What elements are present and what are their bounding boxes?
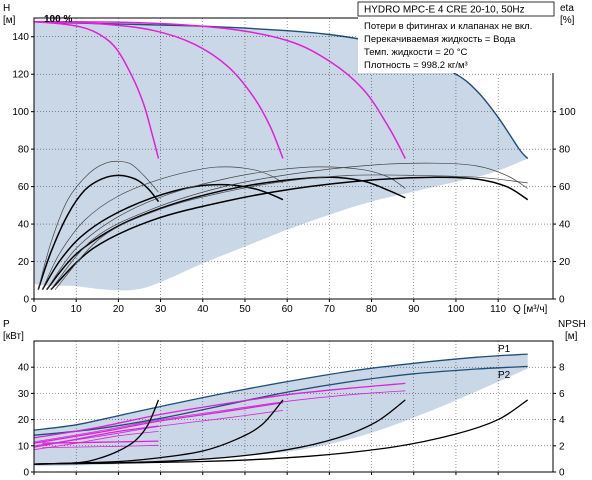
- eta-curve-9: [50, 176, 529, 291]
- y2-tick-label: 2: [559, 441, 565, 452]
- power-envelope-area: [34, 354, 528, 467]
- x-tick-label: 60: [282, 304, 294, 315]
- x-tick-label: 10: [71, 304, 83, 315]
- title-box-text: HYDRO MPC-E 4 CRE 20-10, 50Hz: [364, 5, 525, 16]
- x-tick-label: 110: [490, 304, 506, 315]
- title-box: [357, 1, 555, 17]
- y2-tick-label: 0: [559, 468, 565, 479]
- p2-series-label: P2: [498, 370, 511, 381]
- power-curve-9: [42, 444, 159, 448]
- x-tick-label: 70: [324, 304, 336, 315]
- eta-curve-3: [37, 174, 160, 290]
- info-box: [358, 17, 554, 73]
- y-tick-label: 30: [18, 389, 30, 400]
- p1-series-label: P1: [498, 344, 511, 355]
- eta-axis-label-line2: [%]: [560, 15, 575, 26]
- flow-axis-label: Q [м³/ч]: [513, 304, 548, 315]
- head-axis-label-line2: [м]: [3, 15, 16, 26]
- power-operating-envelope: [34, 354, 528, 467]
- x-tick-label: 90: [408, 304, 420, 315]
- power-npsh-series: [33, 353, 529, 465]
- p2-curve: [33, 365, 528, 436]
- speed-curve-label: 100 %: [44, 14, 72, 25]
- y2-tick-label: 60: [559, 182, 571, 193]
- y-tick-label: 60: [18, 182, 30, 193]
- info-line-3: Темп. жидкости = 20 °C: [364, 47, 467, 58]
- power-npsh-axes: 0 10 20 30 40 0 2 4 6 8: [18, 340, 565, 479]
- npsh-curve-11: [33, 399, 284, 465]
- y-tick-label: 80: [18, 145, 30, 156]
- head-eta-series: [33, 20, 529, 291]
- envelope-area: [34, 21, 528, 291]
- y-tick-label: 0: [23, 295, 29, 306]
- npsh-axis-label-line1: NPSH: [558, 319, 586, 330]
- y-tick-label: 20: [18, 415, 30, 426]
- y2-tick-label: 4: [559, 415, 565, 426]
- y2-tick-label: 8: [559, 363, 565, 374]
- power-npsh-chart: 0 10 20 30 40 0 2 4 6 8 P [кВт] NPSH [м] P1 P2: [3, 319, 586, 479]
- head-operating-envelope: [33, 21, 529, 291]
- eta-axis-label-line1: eta: [560, 3, 574, 14]
- head-eta-chart: 0 10 20 30 40 50 60 70 80 90 100 110 0 20 40 60 80 100 120…: [3, 1, 576, 315]
- eta-curve-7: [46, 176, 406, 291]
- x-tick-label: 80: [366, 304, 378, 315]
- max-head-curve: [33, 21, 529, 159]
- head-eta-axes: 0 10 20 30 40 50 60 70 80 90 100 110 0 20 40 60 80 100 120…: [12, 17, 576, 315]
- power-curve-8: [42, 440, 159, 444]
- npsh-axis-label-line2: [м]: [565, 331, 578, 342]
- info-line-2: Перекачиваемая жидкость = Вода: [364, 34, 516, 45]
- eta-curve-8: [46, 166, 406, 290]
- power-curve-3: [33, 401, 284, 444]
- head-curve-2: [33, 20, 406, 159]
- y2-tick-label: 100: [559, 107, 576, 118]
- y-tick-label: 0: [23, 468, 29, 479]
- power-axis-label-line1: P: [3, 319, 10, 330]
- power-plot-frame: [33, 340, 554, 473]
- y-tick-label: 20: [18, 257, 30, 268]
- eta-curve-10: [50, 162, 528, 290]
- x-tick-label: 0: [31, 304, 37, 315]
- x-tick-label: 40: [197, 304, 209, 315]
- y-tick-label: 120: [12, 70, 29, 81]
- npsh-curve-13: [33, 399, 529, 465]
- y2-tick-label: 80: [559, 145, 571, 156]
- head-plot-frame: [33, 17, 554, 300]
- eta-curve-4: [37, 160, 159, 290]
- power-curve-2: [33, 382, 406, 439]
- info-line-1: Потери в фитингах и клапанах не вкл.: [364, 21, 532, 32]
- x-tick-label: 30: [155, 304, 167, 315]
- y-tick-label: 40: [18, 220, 30, 231]
- x-tick-label: 50: [239, 304, 251, 315]
- head-axis-label-line1: H: [3, 3, 10, 14]
- y2-tick-label: 6: [559, 389, 565, 400]
- y-tick-label: 140: [12, 32, 29, 43]
- y2-tick-label: 40: [559, 220, 571, 231]
- power-axis-label-line2: [кВт]: [3, 331, 24, 342]
- head-curve-1: [33, 20, 284, 159]
- power-curve-6: [33, 410, 284, 447]
- p1-curve: [33, 353, 528, 431]
- info-line-4: Плотность = 998.2 кг/м³: [364, 60, 468, 71]
- x-tick-label: 100: [448, 304, 465, 315]
- y2-tick-label: 0: [559, 295, 565, 306]
- y-tick-label: 10: [18, 441, 30, 452]
- y-tick-label: 100: [12, 107, 29, 118]
- y2-tick-label: 20: [559, 257, 571, 268]
- power-curve-7: [33, 431, 159, 451]
- power-curve-5: [33, 390, 406, 443]
- eta-curve-5: [41, 183, 284, 290]
- y-tick-label: 40: [18, 363, 30, 374]
- eta-curve-11: [54, 174, 528, 290]
- head-curve-0: [33, 20, 160, 159]
- x-tick-label: 20: [113, 304, 125, 315]
